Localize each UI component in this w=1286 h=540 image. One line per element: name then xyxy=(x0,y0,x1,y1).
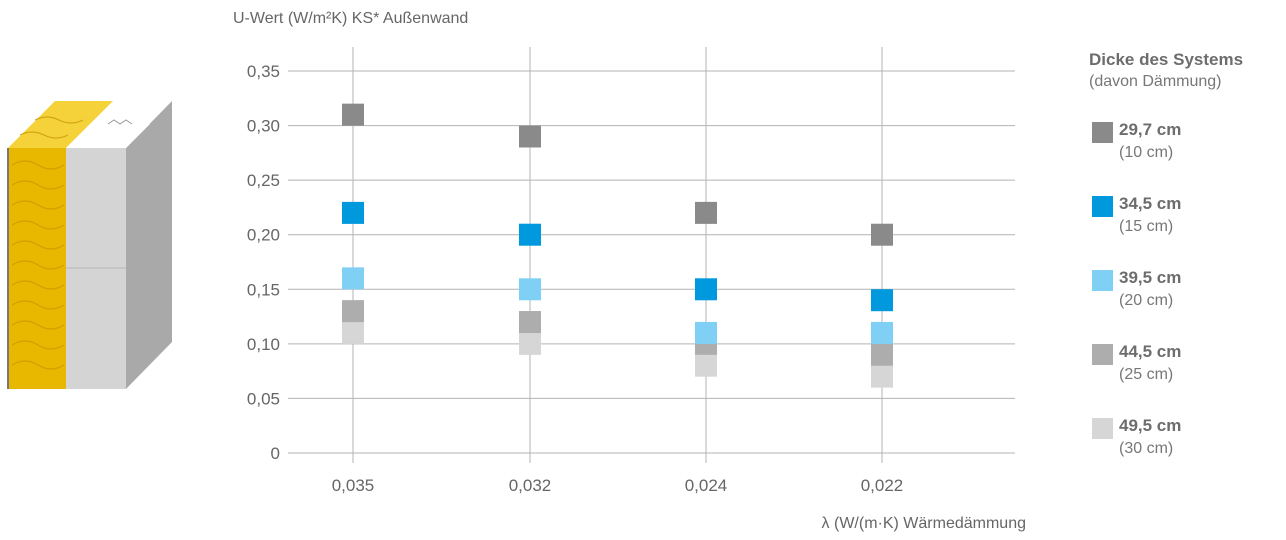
legend-item-label: 49,5 cm xyxy=(1119,416,1182,435)
x-tick-label: 0,024 xyxy=(685,476,728,495)
data-point xyxy=(695,321,717,344)
data-point xyxy=(871,321,893,344)
y-tick-label: 0,05 xyxy=(247,389,280,408)
data-point xyxy=(342,321,364,344)
legend-item-detail: (10 cm) xyxy=(1119,144,1174,161)
legend: Dicke des Systems (davon Dämmung) 29,7 c… xyxy=(1089,50,1286,457)
y-tick-label: 0,20 xyxy=(247,226,280,245)
y-tick-label: 0,10 xyxy=(247,335,280,354)
data-point xyxy=(342,201,364,224)
legend-item-label: 39,5 cm xyxy=(1119,268,1182,287)
legend-item-label: 34,5 cm xyxy=(1119,194,1182,213)
legend-title: Dicke des Systems xyxy=(1089,50,1244,69)
wall-illustration-icon xyxy=(7,101,172,389)
data-point xyxy=(519,311,541,334)
y-tick-label: 0,35 xyxy=(247,62,280,81)
legend-item-label: 44,5 cm xyxy=(1119,342,1182,361)
legend-item-label: 29,7 cm xyxy=(1119,120,1182,139)
data-point xyxy=(519,223,541,246)
y-axis-title: U-Wert (W/m²K) KS* Außenwand xyxy=(233,10,469,27)
legend-swatch xyxy=(1092,344,1113,365)
legend-swatch xyxy=(1092,418,1113,439)
data-point xyxy=(342,300,364,323)
y-tick-label: 0,25 xyxy=(247,171,280,190)
data-point xyxy=(871,289,893,312)
data-point xyxy=(342,267,364,290)
data-point xyxy=(871,223,893,246)
data-point xyxy=(519,332,541,355)
y-tick-label: 0,15 xyxy=(247,280,280,299)
legend-item-detail: (15 cm) xyxy=(1119,218,1174,235)
x-tick-label: 0,022 xyxy=(861,476,904,495)
legend-subtitle: (davon Dämmung) xyxy=(1089,73,1222,90)
data-point xyxy=(695,278,717,301)
data-point xyxy=(519,125,541,148)
x-tick-label: 0,035 xyxy=(332,476,375,495)
x-tick-label: 0,032 xyxy=(509,476,552,495)
legend-swatch xyxy=(1092,196,1113,217)
x-axis-title: λ (W/(m·K) Wärmedämmung xyxy=(821,515,1026,532)
data-point xyxy=(342,103,364,126)
y-tick-label: 0 xyxy=(271,444,280,463)
legend-item-detail: (25 cm) xyxy=(1119,366,1174,383)
legend-swatch xyxy=(1092,122,1113,143)
legend-item-detail: (20 cm) xyxy=(1119,292,1174,309)
legend-item-detail: (30 cm) xyxy=(1119,440,1174,457)
data-point xyxy=(695,354,717,377)
legend-swatch xyxy=(1092,270,1113,291)
data-point xyxy=(871,343,893,366)
data-point xyxy=(871,365,893,388)
y-tick-label: 0,30 xyxy=(247,117,280,136)
data-point xyxy=(695,201,717,224)
data-point xyxy=(519,278,541,301)
